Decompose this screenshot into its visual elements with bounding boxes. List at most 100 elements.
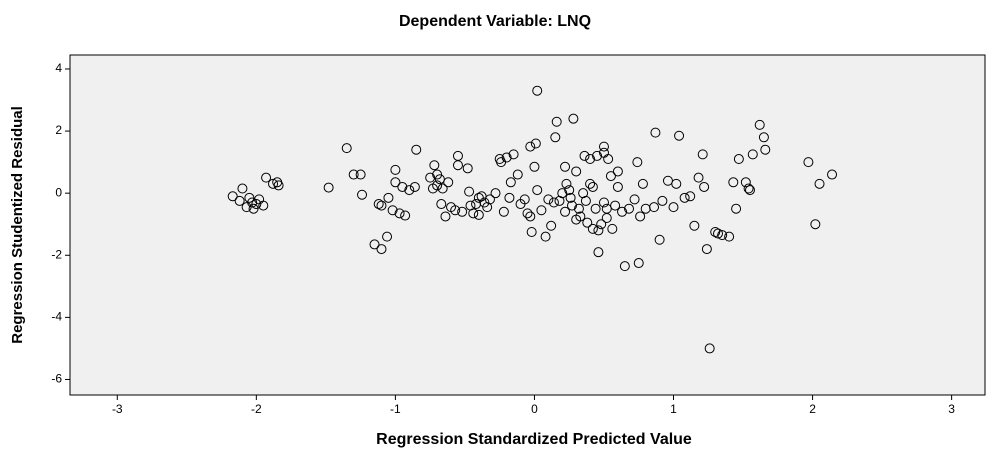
point <box>701 244 712 255</box>
x-tick-label: 1 <box>670 402 677 416</box>
point <box>532 85 543 96</box>
point <box>512 169 523 180</box>
point <box>501 152 512 163</box>
point <box>560 206 571 217</box>
point <box>400 210 411 221</box>
point <box>484 194 495 205</box>
point <box>744 185 755 196</box>
point <box>674 130 685 141</box>
x-tick-label: 3 <box>948 402 955 416</box>
point <box>649 202 660 213</box>
point <box>605 171 616 182</box>
x-tick-label: 2 <box>809 402 816 416</box>
point <box>394 208 405 219</box>
point <box>573 203 584 214</box>
point <box>571 166 582 177</box>
point <box>697 149 708 160</box>
point <box>505 177 516 188</box>
point <box>564 185 575 196</box>
point <box>522 208 533 219</box>
point <box>452 160 463 171</box>
point <box>397 181 408 192</box>
point <box>382 231 393 242</box>
point <box>409 181 420 192</box>
point <box>390 164 401 175</box>
point <box>530 138 541 149</box>
point <box>323 182 334 193</box>
point <box>450 205 461 216</box>
x-tick-label: -2 <box>251 402 262 416</box>
point <box>234 195 245 206</box>
point <box>810 219 821 230</box>
point <box>585 154 596 165</box>
point <box>376 200 387 211</box>
point <box>526 226 537 237</box>
point <box>724 231 735 242</box>
point <box>617 206 628 217</box>
point <box>760 144 771 155</box>
point <box>713 228 724 239</box>
point <box>598 141 609 152</box>
point <box>561 178 572 189</box>
point <box>699 181 710 192</box>
point <box>355 169 366 180</box>
point <box>468 208 479 219</box>
y-axis-label: Regression Studentized Residual <box>9 106 26 344</box>
x-tick-label: -1 <box>390 402 401 416</box>
point <box>529 161 540 172</box>
point <box>633 258 644 269</box>
x-tick-label: 0 <box>531 402 538 416</box>
y-tick-label: -2 <box>51 247 62 261</box>
point <box>373 199 384 210</box>
point <box>227 191 238 202</box>
y-tick-label: -4 <box>51 310 62 324</box>
y-tick-label: 2 <box>55 123 62 137</box>
point <box>632 157 643 168</box>
point <box>464 186 475 197</box>
point <box>612 166 623 177</box>
point <box>261 172 272 183</box>
point <box>357 189 368 200</box>
point <box>635 211 646 222</box>
point <box>607 223 618 234</box>
point <box>814 178 825 189</box>
point <box>582 217 593 228</box>
point <box>592 150 603 161</box>
point <box>376 244 387 255</box>
chart-title: Dependent Variable: LNQ <box>399 13 591 30</box>
point <box>437 183 448 194</box>
point <box>498 206 509 217</box>
point <box>443 177 454 188</box>
point <box>462 163 473 174</box>
point <box>590 203 601 214</box>
point <box>743 183 754 194</box>
point <box>551 116 562 127</box>
point <box>654 234 665 245</box>
point <box>728 177 739 188</box>
point <box>671 178 682 189</box>
point <box>341 143 352 154</box>
point <box>679 192 690 203</box>
point <box>717 230 728 241</box>
point <box>758 132 769 143</box>
point <box>429 160 440 171</box>
point <box>258 200 269 211</box>
point <box>404 185 415 196</box>
point <box>504 192 515 203</box>
point <box>740 177 751 188</box>
point <box>624 203 635 214</box>
point <box>650 127 661 138</box>
point <box>619 261 630 272</box>
point <box>273 180 284 191</box>
y-tick-label: 4 <box>55 61 62 75</box>
point <box>457 206 468 217</box>
point <box>268 178 279 189</box>
point <box>585 178 596 189</box>
point <box>560 161 571 172</box>
point <box>668 202 679 213</box>
point <box>637 178 648 189</box>
point <box>436 199 447 210</box>
point <box>550 132 561 143</box>
point <box>704 343 715 354</box>
